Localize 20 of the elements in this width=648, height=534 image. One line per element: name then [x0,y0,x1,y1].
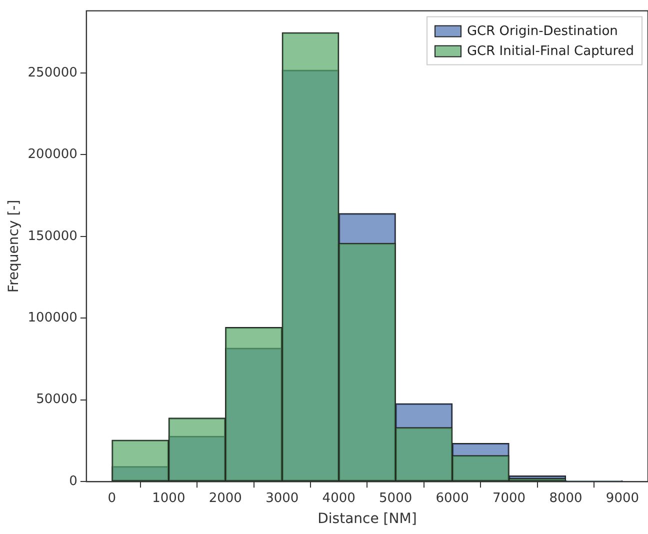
x-tick-label: 2000 [208,490,242,506]
x-tick-label: 1000 [152,490,186,506]
y-axis-title: Frequency [-] [6,200,22,293]
y-tick-label: 100000 [28,310,78,326]
x-tick-label: 8000 [549,490,582,506]
y-tick-label: 250000 [28,65,78,80]
x-tick-label: 4000 [322,490,356,506]
x-tick-label: 0 [108,490,116,506]
y-tick-label: 150000 [28,228,78,244]
x-tick-label: 7000 [492,490,526,506]
legend-label: GCR Origin-Destination [466,24,618,40]
x-tick-label: 6000 [436,490,469,506]
x-axis-title: Distance [NM] [318,511,417,528]
x-tick-label: 3000 [266,490,299,506]
legend-label: GCR Initial-Final Captured [466,44,634,60]
x-tick-label: 5000 [379,490,412,506]
y-tick-label: 50000 [36,392,78,408]
y-tick-label: 0 [69,474,78,489]
y-tick-label: 200000 [28,147,78,162]
x-tick-label: 9000 [606,490,640,506]
